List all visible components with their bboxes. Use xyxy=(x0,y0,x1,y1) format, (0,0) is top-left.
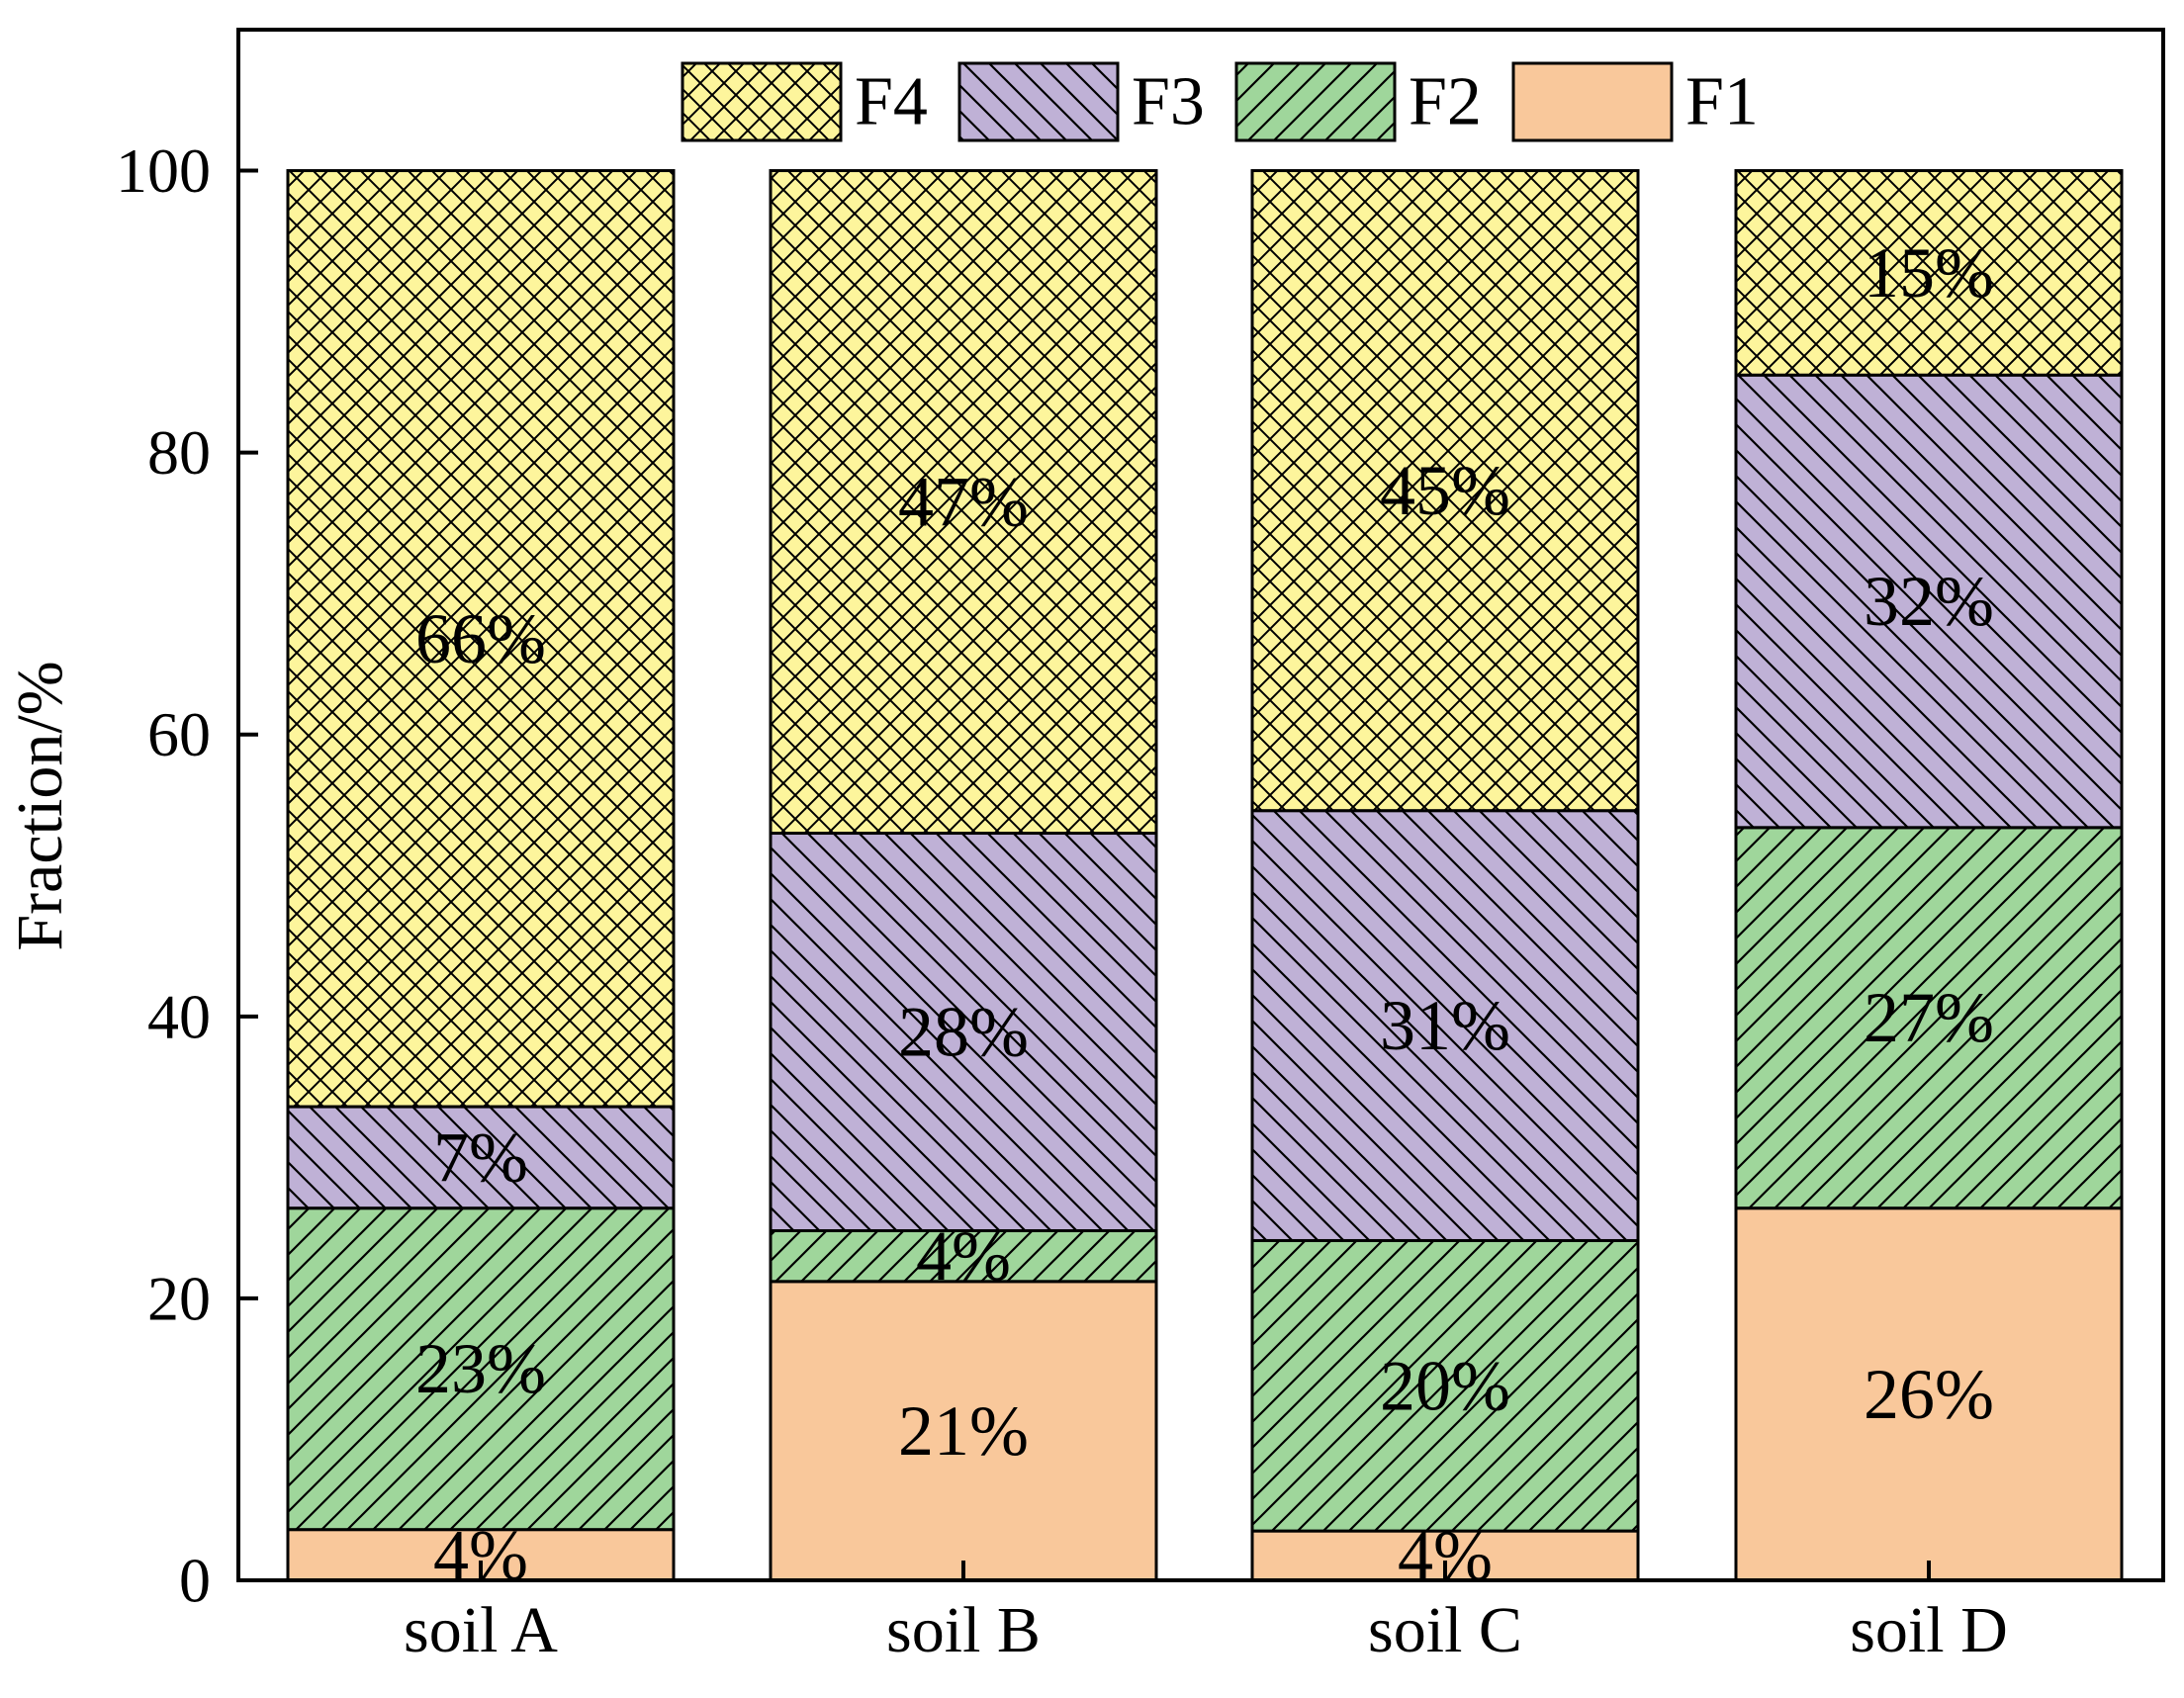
data-label-f1-4: 26% xyxy=(1864,1355,1994,1434)
bar-outline-f4-2 xyxy=(769,169,1158,836)
legend-swatch-hatch-f2 xyxy=(1236,63,1395,140)
data-label-f4-2: 47% xyxy=(898,463,1029,542)
bar-hatch-f4-3 xyxy=(1252,170,1638,811)
data-labels-group: 4% 23% 7% 66% 21% 4% 28% 47% 4% 20% 31% 45% 26% 27% 32… xyxy=(415,233,1994,1595)
x-tick-label-3: soil C xyxy=(1368,1594,1522,1666)
bars-group xyxy=(286,169,2124,1582)
data-label-f2-4: 27% xyxy=(1864,978,1994,1057)
axes-group: 0 20 40 60 80 100 soil A soil B soil C soil D xyxy=(116,28,2165,1666)
bar-hatch-f4-4 xyxy=(1736,170,2122,376)
data-label-f2-2: 4% xyxy=(916,1216,1011,1296)
axes-frame xyxy=(236,28,2165,1582)
legend-swatch-outline-f4 xyxy=(681,61,843,142)
legend-swatch-hatch-f4 xyxy=(682,63,841,140)
y-tick-label: 40 xyxy=(147,981,211,1051)
bar-hatch-f2-4 xyxy=(1736,827,2122,1208)
bar-hatch-f3-1 xyxy=(288,1107,674,1208)
legend-label-f2: F2 xyxy=(1409,64,1482,140)
legend: F4 F3 F2 F1 xyxy=(681,61,1759,142)
bar-outline-f4-1 xyxy=(286,169,676,1109)
y-tick-label: 0 xyxy=(179,1546,211,1616)
legend-swatch-outline-f3 xyxy=(957,61,1120,142)
y-tick-label: 100 xyxy=(116,135,211,206)
data-label-f1-3: 4% xyxy=(1398,1516,1493,1595)
data-label-f4-1: 66% xyxy=(415,599,546,678)
legend-swatch-hatch-f3 xyxy=(959,63,1118,140)
x-tick-label-4: soil D xyxy=(1850,1594,2008,1666)
y-tick-label: 20 xyxy=(147,1263,211,1333)
data-label-f3-2: 28% xyxy=(898,992,1029,1071)
bar-outline-f4-3 xyxy=(1250,169,1640,813)
legend-swatch-outline-f2 xyxy=(1234,61,1397,142)
bar-hatch-f3-3 xyxy=(1252,810,1638,1241)
bar-hatch-f4-2 xyxy=(771,170,1156,834)
bar-f1-4 xyxy=(1736,1207,2122,1580)
legend-label-f3: F3 xyxy=(1132,64,1205,140)
bar-hatch-f2-3 xyxy=(1252,1240,1638,1532)
data-label-f3-1: 7% xyxy=(433,1117,528,1197)
bar-hatch-f2-1 xyxy=(288,1207,674,1530)
data-label-f1-1: 4% xyxy=(433,1515,528,1594)
y-tick-label: 80 xyxy=(147,417,211,488)
data-label-f3-3: 31% xyxy=(1380,986,1510,1065)
legend-label-f4: F4 xyxy=(855,64,928,140)
bar-f1-2 xyxy=(771,1281,1156,1580)
bar-hatch-f4-1 xyxy=(288,170,674,1108)
bar-hatch-f2-2 xyxy=(771,1230,1156,1282)
data-label-f2-1: 23% xyxy=(415,1329,546,1408)
bar-outline-f4-4 xyxy=(1734,169,2124,377)
data-label-f4-3: 45% xyxy=(1380,451,1510,530)
x-tick-label-1: soil A xyxy=(404,1594,558,1666)
data-label-f2-3: 20% xyxy=(1380,1346,1510,1425)
x-tick-label-2: soil B xyxy=(886,1594,1041,1666)
legend-swatch-outline-f1 xyxy=(1511,61,1674,142)
bar-hatch-f3-2 xyxy=(771,833,1156,1231)
data-label-f4-4: 15% xyxy=(1864,233,1994,313)
y-axis-title: Fraction/% xyxy=(4,661,76,950)
legend-swatch-f1 xyxy=(1513,63,1672,140)
data-label-f1-2: 21% xyxy=(898,1391,1029,1471)
data-label-f3-4: 32% xyxy=(1864,562,1994,641)
bar-hatch-f3-4 xyxy=(1736,375,2122,828)
legend-label-f1: F1 xyxy=(1685,64,1759,140)
y-tick-label: 60 xyxy=(147,699,211,769)
